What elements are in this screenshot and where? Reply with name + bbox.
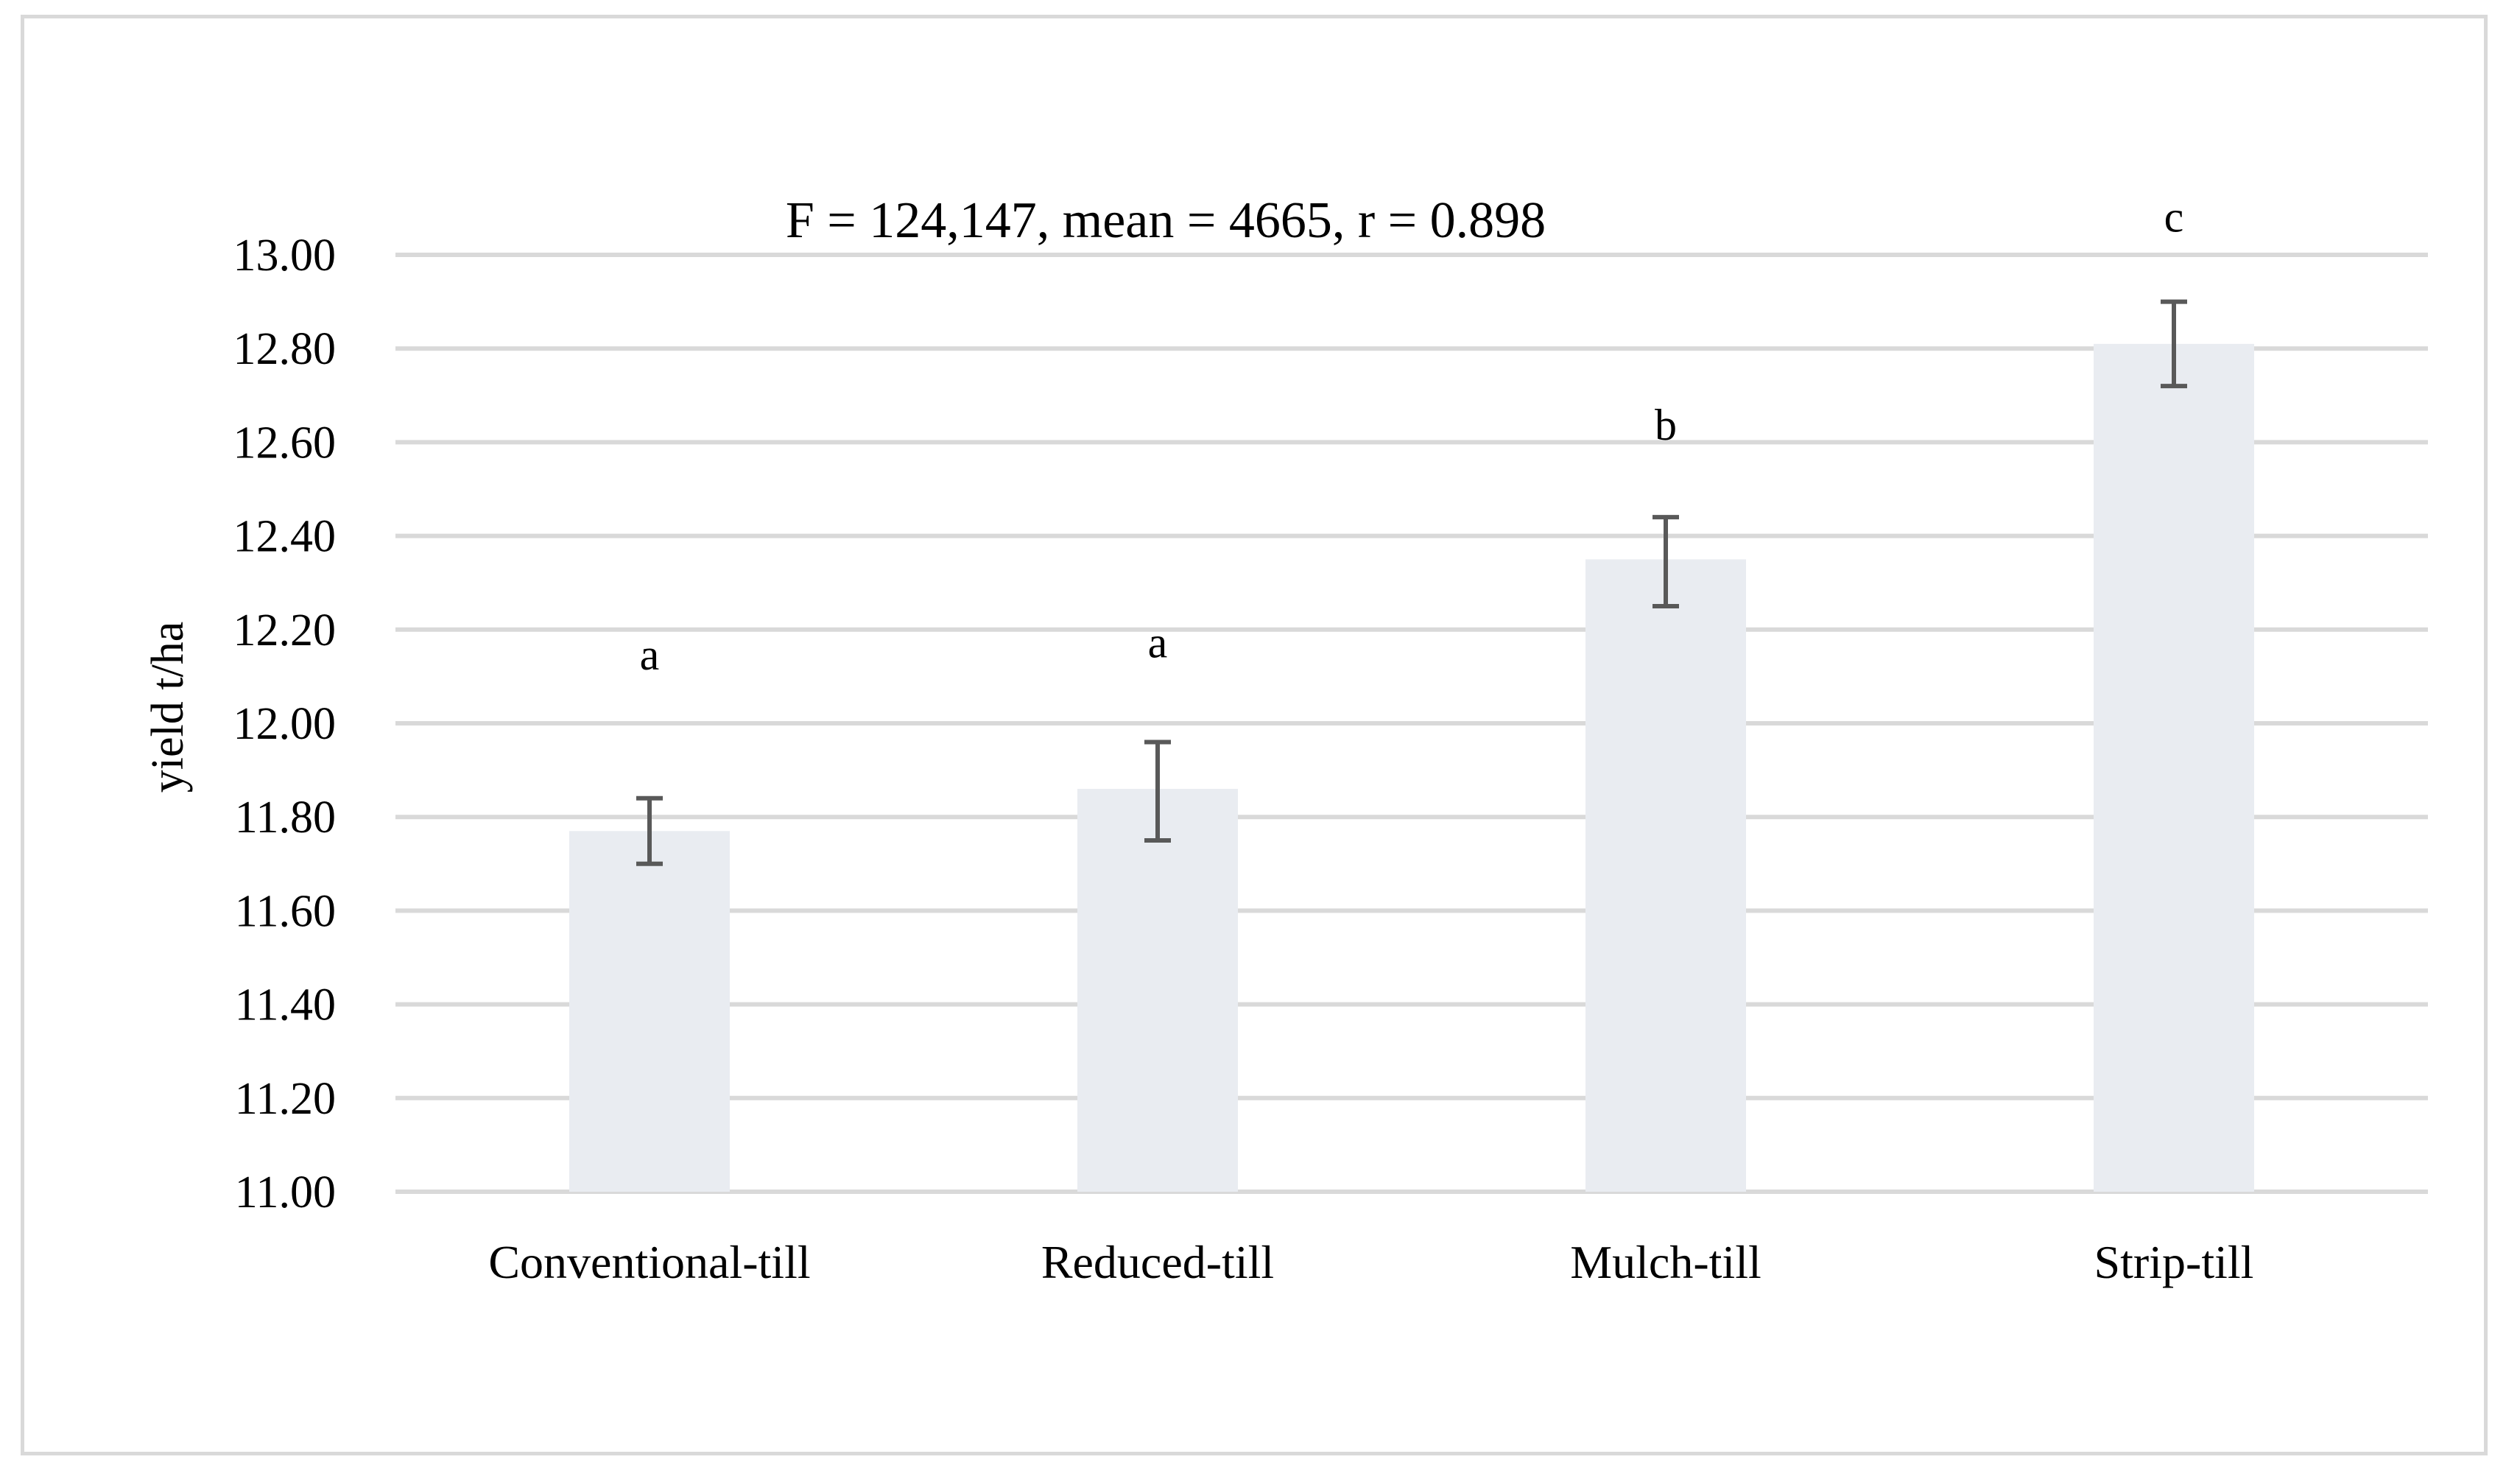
- x-category-label: Conventional-till: [488, 1236, 810, 1288]
- x-category-label: Strip-till: [2094, 1236, 2254, 1288]
- gridlines: [395, 253, 2428, 1194]
- y-tick-label: 12.00: [233, 699, 337, 749]
- significance-letter: c: [2164, 193, 2184, 242]
- bars: [569, 343, 2254, 1192]
- error-bars: [636, 299, 2187, 866]
- bar: [1585, 559, 1746, 1192]
- bar: [569, 831, 730, 1192]
- chart-annotation: F = 124,147, mean = 4665, r = 0.898: [786, 192, 1546, 249]
- y-tick-label: 11.40: [235, 980, 336, 1030]
- y-tick-label: 12.20: [233, 605, 337, 656]
- significance-letter: a: [1148, 618, 1168, 667]
- significance-labels: a a b c: [640, 193, 2184, 679]
- x-category-label: Mulch-till: [1570, 1236, 1761, 1288]
- y-axis-ticks: 11.00 11.20 11.40 11.60 11.80 12.00 12.20 12.40…: [233, 231, 337, 1218]
- y-axis-title: yield t/ha: [143, 622, 193, 793]
- y-tick-label: 12.40: [233, 512, 337, 562]
- y-tick-label: 12.80: [233, 324, 337, 374]
- y-tick-label: 13.00: [233, 231, 337, 281]
- y-tick-label: 11.00: [235, 1167, 336, 1218]
- bar: [2094, 343, 2254, 1192]
- significance-letter: a: [640, 630, 660, 679]
- x-category-label: Reduced-till: [1041, 1236, 1274, 1288]
- x-axis-labels: Conventional-till Reduced-till Mulch-till S…: [488, 1236, 2253, 1288]
- significance-letter: b: [1655, 401, 1677, 449]
- y-tick-label: 11.20: [235, 1074, 336, 1124]
- y-tick-label: 11.60: [235, 886, 336, 936]
- y-tick-label: 11.80: [235, 793, 336, 843]
- y-tick-label: 12.60: [233, 418, 337, 468]
- bar: [1077, 789, 1238, 1192]
